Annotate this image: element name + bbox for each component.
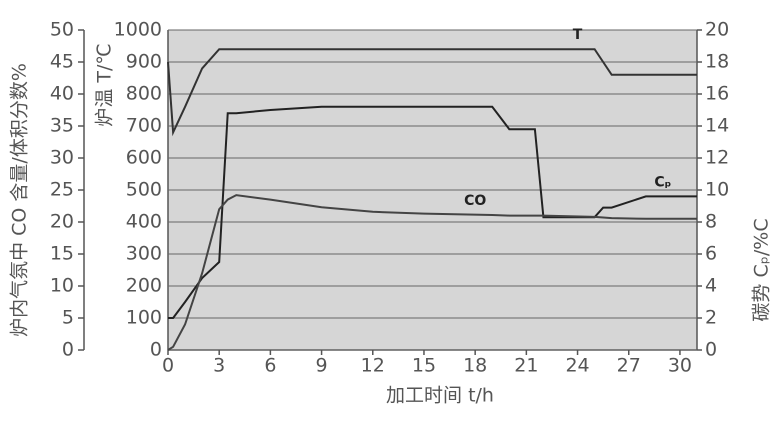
y-tick-label: 700 [126, 115, 162, 137]
x-tick-label: 24 [565, 355, 589, 377]
y3-tick-label: 25 [50, 179, 74, 201]
y-axis-title: 炉温 T/℃ [94, 43, 116, 126]
y-tick-label: 200 [126, 275, 162, 297]
y2-tick-label: 16 [705, 83, 729, 105]
y2-tick-label: 4 [705, 275, 717, 297]
y-tick-label: 500 [126, 179, 162, 201]
series-line [168, 105, 697, 319]
y-tick-label: 600 [126, 147, 162, 169]
y3-tick-label: 50 [50, 19, 74, 41]
y-tick-label: 1000 [114, 19, 162, 41]
y-tick-label: 0 [150, 339, 162, 361]
x-tick-label: 18 [463, 355, 487, 377]
x-tick-label: 15 [412, 355, 436, 377]
y3-axis-title: 炉内气氛中 CO 含量/体积分数% [9, 63, 31, 337]
x-tick-label: 0 [162, 355, 174, 377]
y2-tick-label: 14 [705, 115, 729, 137]
x-axis-title: 加工时间 t/h [386, 385, 494, 407]
y3-tick-label: 30 [50, 147, 74, 169]
y-tick-label: 300 [126, 243, 162, 265]
x-tick-label: 6 [264, 355, 276, 377]
y3-tick-label: 40 [50, 83, 74, 105]
y2-axis-title: 碳势 Cₚ/%C [751, 218, 773, 321]
y2-tick-label: 10 [705, 179, 729, 201]
x-tick-label: 12 [361, 355, 385, 377]
y3-tick-label: 0 [62, 339, 74, 361]
y3-tick-label: 20 [50, 211, 74, 233]
x-tick-label: 21 [514, 355, 538, 377]
x-tick-label: 30 [668, 355, 692, 377]
series-label: Cₚ [654, 174, 671, 190]
y-tick-label: 400 [126, 211, 162, 233]
y2-tick-label: 8 [705, 211, 717, 233]
x-tick-label: 3 [213, 355, 225, 377]
y3-tick-label: 45 [50, 51, 74, 73]
series-label: CO [464, 193, 486, 209]
y2-tick-label: 12 [705, 147, 729, 169]
y3-tick-label: 10 [50, 275, 74, 297]
y2-tick-label: 20 [705, 19, 729, 41]
series-line [167, 194, 697, 351]
y2-tick-label: 6 [705, 243, 717, 265]
x-tick-label: 9 [316, 355, 328, 377]
series-label: T [573, 27, 583, 43]
y3-tick-label: 35 [50, 115, 74, 137]
y2-tick-label: 18 [705, 51, 729, 73]
y2-tick-label: 0 [705, 339, 717, 361]
y3-tick-label: 15 [50, 243, 74, 265]
y-tick-label: 800 [126, 83, 162, 105]
x-tick-label: 27 [617, 355, 641, 377]
y-tick-label: 100 [126, 307, 162, 329]
y3-tick-label: 5 [62, 307, 74, 329]
y-tick-label: 900 [126, 51, 162, 73]
y2-tick-label: 2 [705, 307, 717, 329]
series-line [167, 48, 697, 137]
